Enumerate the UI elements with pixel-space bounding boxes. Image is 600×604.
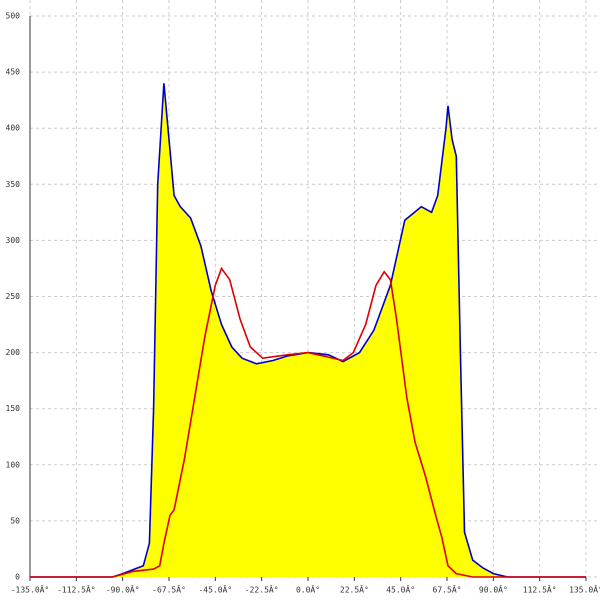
y-tick-label: 50 (10, 516, 20, 525)
x-tick-label: -90.0Â° (106, 584, 140, 595)
x-tick-label: 45.0Â° (386, 584, 415, 595)
y-tick-label: 350 (6, 180, 21, 189)
y-tick-label: 100 (6, 460, 21, 469)
x-tick-label: 90.0Â° (479, 584, 508, 595)
line (30, 83, 586, 578)
x-tick-label: 0.0Â° (296, 584, 320, 595)
y-tick-label: 500 (6, 12, 21, 21)
y-tick-label: 150 (6, 404, 21, 413)
line (30, 266, 586, 578)
x-tick-label: 135.0Â° (569, 584, 600, 595)
y-tick-label: 200 (6, 348, 21, 357)
area (30, 83, 586, 578)
y-tick-label: 250 (6, 292, 21, 301)
x-tick-label: 112.5Â° (523, 584, 557, 595)
y-tick-label: 450 (6, 68, 21, 77)
y-tick-label: 300 (6, 236, 21, 245)
x-tick-label: 22.5Â° (340, 584, 369, 595)
y-tick-label: 0 (15, 573, 20, 582)
x-tick-label: -112.5Â° (57, 584, 96, 595)
x-tick-label: -67.5Â° (152, 584, 186, 595)
x-tick-label: -22.5Â° (245, 584, 279, 595)
x-tick-label: 67.5Â° (433, 584, 462, 595)
y-tick-label: 400 (6, 124, 21, 133)
x-tick-label: -45.0Â° (198, 584, 232, 595)
x-tick-label: -135.0Â° (11, 584, 50, 595)
